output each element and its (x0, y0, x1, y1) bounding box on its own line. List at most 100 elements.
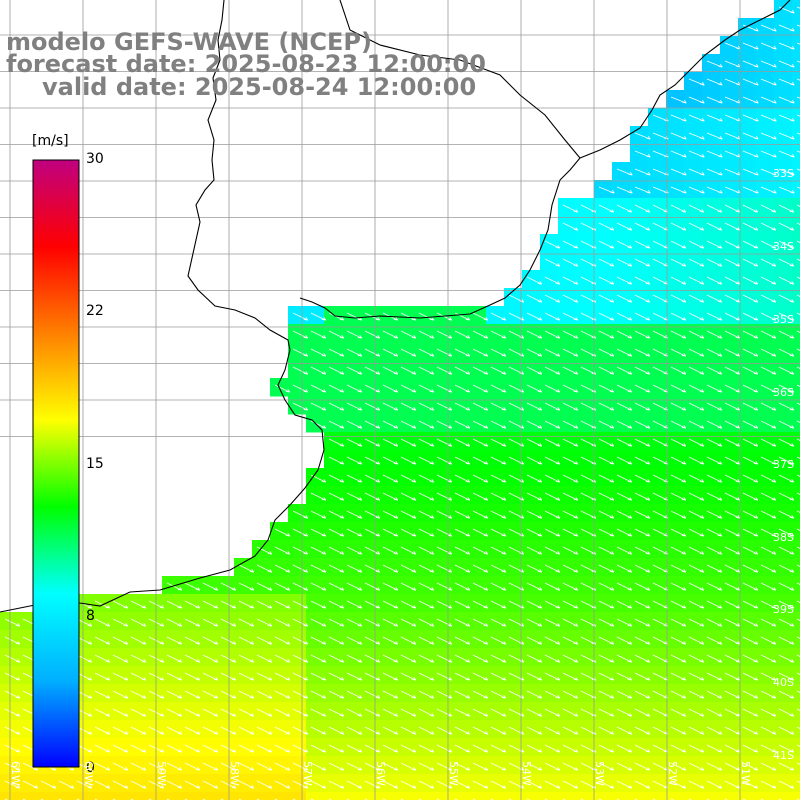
wind-arrow (364, 546, 381, 555)
wind-arrow (238, 654, 255, 663)
wind-cell (792, 576, 800, 595)
wind-arrow (490, 330, 507, 339)
wind-arrow (778, 726, 795, 735)
wind-arrow (634, 600, 651, 609)
wind-arrow (328, 762, 345, 771)
lon-label: 58W (228, 761, 241, 786)
wind-arrow (274, 528, 291, 537)
forecast-date: forecast date: 2025-08-23 12:00:00 (6, 50, 486, 78)
wind-arrow (796, 474, 800, 477)
wind-arrow (328, 780, 345, 789)
wind-arrow (562, 492, 579, 501)
wind-cell (792, 216, 800, 235)
wind-arrow (742, 114, 759, 122)
wind-arrow (436, 330, 453, 339)
wind-arrow (796, 780, 800, 783)
wind-arrow (454, 636, 471, 645)
lon-label: 56W (374, 761, 387, 786)
wind-arrow (472, 726, 489, 735)
wind-arrow (778, 618, 795, 627)
wind-arrow (346, 384, 363, 393)
wind-arrow (796, 276, 800, 279)
wind-arrow (202, 726, 219, 735)
wind-cell (234, 792, 253, 800)
wind-cell (774, 180, 793, 199)
wind-arrow (760, 474, 777, 483)
wind-arrow (364, 438, 381, 447)
wind-arrow (760, 60, 777, 68)
wind-arrow (364, 582, 381, 591)
wind-arrow (742, 204, 759, 213)
wind-arrow (328, 330, 345, 339)
wind-cell (180, 792, 199, 800)
wind-arrow (202, 780, 219, 789)
wind-arrow (634, 744, 651, 753)
wind-arrow (670, 168, 687, 176)
wind-arrow (454, 402, 471, 411)
wind-arrow (634, 690, 651, 699)
wind-cell (738, 36, 757, 55)
wind-arrow (562, 546, 579, 555)
wind-arrow (346, 636, 363, 645)
wind-arrow (598, 222, 615, 231)
wind-arrow (598, 528, 615, 537)
wind-arrow (670, 600, 687, 609)
wind-arrow (472, 510, 489, 519)
wind-arrow (418, 384, 435, 393)
wind-arrow (148, 636, 165, 645)
wind-arrow (670, 708, 687, 717)
wind-arrow (796, 222, 800, 225)
wind-arrow (616, 690, 633, 699)
wind-arrow (364, 384, 381, 393)
wind-arrow (670, 312, 687, 321)
wind-arrow (544, 438, 561, 447)
wind-arrow (436, 726, 453, 735)
wind-arrow (292, 618, 309, 627)
wind-arrow (760, 456, 777, 465)
wind-arrow (472, 474, 489, 483)
lon-label: 61W (9, 761, 22, 786)
wind-arrow (796, 582, 800, 585)
wind-arrow (382, 654, 399, 663)
wind-arrow (436, 672, 453, 681)
wind-arrow (598, 510, 615, 519)
wind-arrow (310, 402, 327, 411)
wind-arrow (706, 708, 723, 717)
wind-arrow (436, 402, 453, 411)
wind-arrow (436, 474, 453, 483)
wind-arrow (796, 654, 800, 657)
wind-arrow (184, 780, 201, 789)
wind-arrow (472, 348, 489, 357)
wind-arrow (454, 708, 471, 717)
wind-arrow (670, 744, 687, 753)
wind-arrow (382, 600, 399, 609)
wind-arrow (94, 708, 111, 717)
wind-arrow (706, 384, 723, 393)
wind-arrow (598, 420, 615, 429)
wind-arrow (742, 780, 759, 789)
wind-cell (360, 792, 379, 800)
wind-arrow (670, 96, 687, 104)
wind-cell (792, 522, 800, 541)
wind-arrow (634, 726, 651, 735)
wind-arrow (400, 762, 417, 771)
wind-arrow (796, 510, 800, 513)
wind-cell (738, 180, 757, 199)
wind-arrow (634, 240, 651, 249)
wind-arrow (202, 690, 219, 699)
wind-arrow (436, 312, 453, 321)
wind-arrow (778, 762, 795, 771)
wind-arrow (472, 600, 489, 609)
wind-cell (576, 792, 595, 800)
lat-label: 38S (773, 531, 794, 544)
wind-arrow (454, 780, 471, 789)
wind-arrow (130, 744, 147, 753)
lon-label: 55W (447, 761, 460, 786)
wind-arrow (454, 330, 471, 339)
wind-cell (720, 90, 739, 109)
wind-arrow (562, 726, 579, 735)
wind-arrow (94, 726, 111, 735)
wind-arrow (562, 312, 579, 321)
wind-arrow (616, 618, 633, 627)
